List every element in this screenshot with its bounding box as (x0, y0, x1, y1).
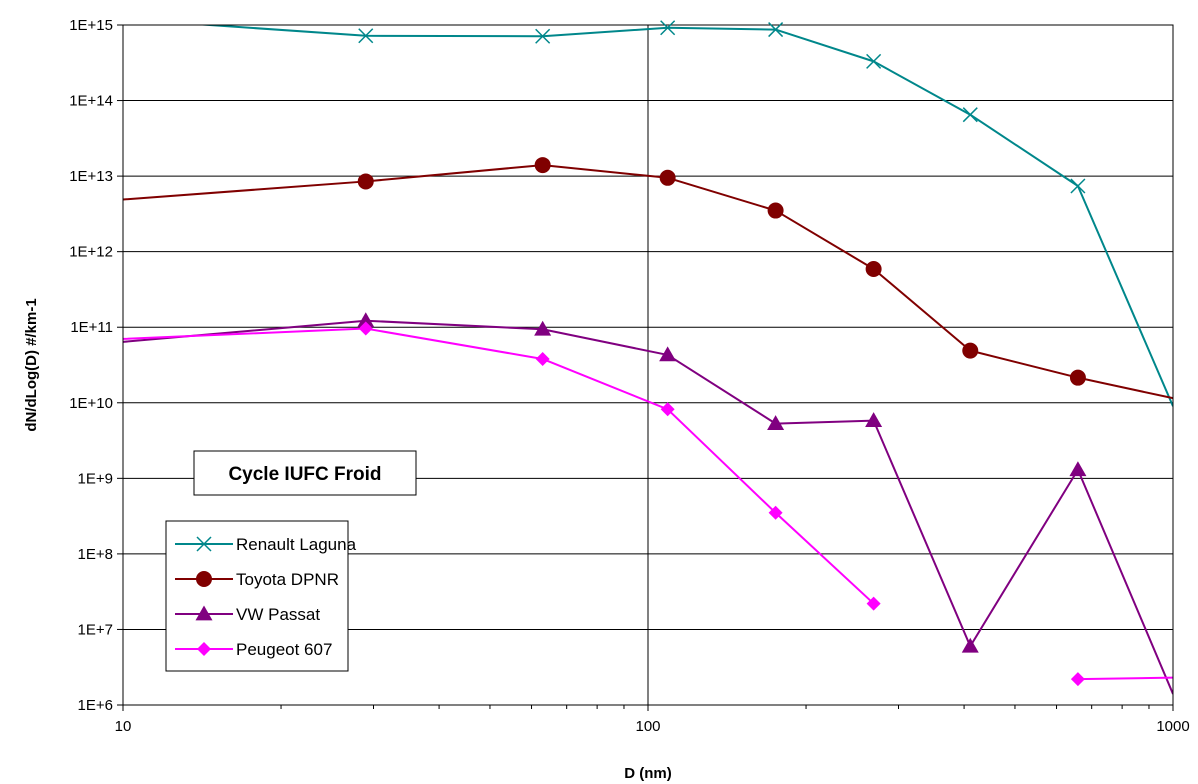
minor-ticks (280, 705, 1150, 709)
y-tick-label: 1E+11 (70, 319, 113, 336)
annotation-box: Cycle IUFC Froid (193, 450, 417, 496)
legend-item-peugeot-607: Peugeot 607 (175, 640, 332, 659)
legend-marker-vw-passat (195, 605, 213, 621)
data-point-peugeot-607 (358, 321, 373, 336)
x-tick-label: 10 (115, 718, 132, 735)
data-point-peugeot-607 (768, 505, 783, 520)
y-axis-ticks: 1E+6 1E+7 1E+8 1E+9 1E+10 1E+11 1E+12 1E+13 1E+1… (69, 17, 123, 714)
data-point-toyota-dpnr (1069, 369, 1086, 386)
legend-box (165, 520, 349, 672)
legend-label-peugeot-607: Peugeot 607 (236, 640, 332, 659)
data-point-renault-laguna (358, 28, 374, 44)
data-point-peugeot-607 (866, 596, 881, 611)
data-point-vw-passat (659, 346, 677, 362)
y-tick-label: 1E+7 (78, 621, 113, 638)
data-point-renault-laguna (1070, 178, 1086, 194)
data-point-vw-passat (961, 637, 979, 653)
y-tick-label: 1E+8 (78, 546, 113, 563)
legend-label-toyota-dpnr: Toyota DPNR (236, 570, 339, 589)
data-point-renault-laguna (768, 22, 784, 38)
data-point-renault-laguna (660, 20, 676, 36)
x-tick-label: 100 (635, 718, 660, 735)
x-axis-title: D (nm) (624, 765, 672, 782)
data-point-toyota-dpnr (962, 342, 979, 359)
legend-label-vw-passat: VW Passat (236, 605, 320, 624)
legend-marker-toyota-dpnr (196, 571, 212, 587)
data-point-toyota-dpnr (357, 173, 374, 190)
y-tick-label: 1E+15 (69, 17, 113, 34)
data-point-vw-passat (534, 320, 552, 336)
data-point-vw-passat (357, 312, 375, 328)
y-tick-label: 1E+12 (69, 244, 113, 261)
y-tick-label: 1E+10 (69, 395, 113, 412)
data-point-toyota-dpnr (767, 202, 784, 219)
legend-item-toyota-dpnr: Toyota DPNR (175, 570, 339, 589)
legend-marker-renault-laguna (196, 536, 212, 552)
x-tick-label: 1000 (1156, 718, 1189, 735)
legend: Renault Laguna Toyota DPNR VW Passat Peugeo… (165, 520, 357, 672)
data-point-vw-passat (767, 415, 785, 430)
data-point-peugeot-607 (660, 402, 675, 417)
data-point-renault-laguna (866, 53, 882, 69)
marker-layer (357, 20, 1087, 687)
y-axis-title: dN/dLog(D) #/km-1 (23, 298, 40, 431)
legend-item-vw-passat: VW Passat (175, 605, 320, 624)
series-line-peugeot-607 (123, 327, 1173, 681)
x-axis-ticks: 10 100 1000 (115, 705, 1190, 735)
legend-item-renault-laguna: Renault Laguna (175, 535, 357, 554)
y-tick-label: 1E+6 (78, 697, 113, 714)
data-point-vw-passat (865, 412, 883, 428)
y-tick-label: 1E+14 (69, 93, 113, 110)
data-point-toyota-dpnr (865, 260, 882, 277)
data-point-peugeot-607 (535, 351, 550, 366)
data-point-renault-laguna (535, 28, 551, 44)
legend-label-renault-laguna: Renault Laguna (236, 535, 357, 554)
data-point-renault-laguna (962, 107, 978, 123)
legend-marker-peugeot-607 (197, 642, 211, 656)
y-tick-label: 1E+9 (78, 470, 113, 487)
data-point-peugeot-607 (1070, 672, 1085, 687)
annotation-text: Cycle IUFC Froid (228, 464, 381, 485)
data-point-toyota-dpnr (659, 169, 676, 186)
y-tick-label: 1E+13 (69, 168, 113, 185)
data-point-toyota-dpnr (534, 157, 551, 174)
data-point-vw-passat (1069, 461, 1087, 477)
